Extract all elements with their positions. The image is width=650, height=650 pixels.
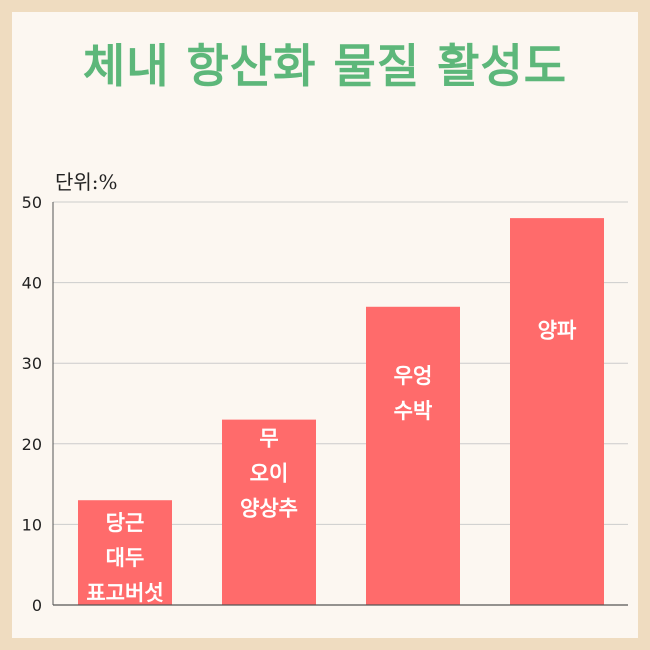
- bar: [78, 500, 172, 605]
- y-tick-label: 30: [22, 354, 42, 373]
- bar: [366, 306, 460, 605]
- bar-category-label: 오이: [250, 461, 289, 485]
- bar-category-label: 당근: [106, 511, 145, 535]
- y-axis-ticks: 0 10 20 30 40 50: [22, 193, 42, 615]
- bar: [222, 419, 316, 605]
- bar-category-label: 양상추: [240, 496, 298, 520]
- bar-category-label: 무: [259, 426, 278, 450]
- bar-category-label: 대두: [106, 546, 145, 570]
- chart-title: 체내 항산화 물질 활성도: [82, 39, 568, 93]
- axes: [52, 202, 628, 606]
- bar-category-label: 표고버섯: [86, 581, 163, 605]
- y-tick-label: 10: [22, 515, 42, 534]
- bars: [78, 218, 604, 605]
- y-tick-label: 50: [22, 193, 42, 212]
- y-tick-label: 0: [32, 596, 42, 615]
- bar-category-label: 우엉: [394, 364, 433, 388]
- y-tick-label: 20: [22, 435, 42, 454]
- bar-category-label: 수박: [394, 399, 433, 423]
- y-tick-label: 40: [22, 274, 42, 293]
- unit-label: 단위:%: [55, 170, 118, 194]
- bar-category-label: 양파: [538, 318, 577, 342]
- bar: [510, 218, 604, 605]
